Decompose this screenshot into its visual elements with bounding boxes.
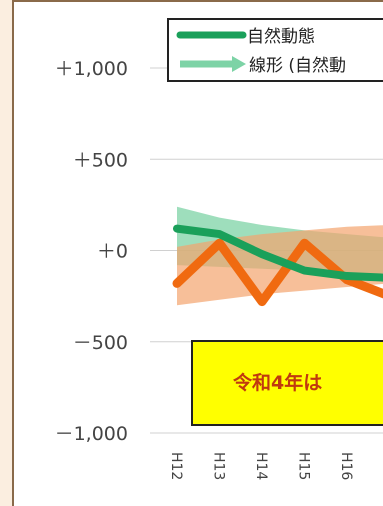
annotation: 令和4年は xyxy=(191,340,383,426)
y-tick-label: ＋500 xyxy=(73,149,128,171)
y-tick-label: －500 xyxy=(73,332,128,354)
annotation-box xyxy=(191,340,383,426)
x-tick-label: H16 xyxy=(338,452,354,480)
legend-box xyxy=(167,18,383,82)
legend-arrow-series-2 xyxy=(232,56,246,72)
x-tick-label: H14 xyxy=(253,452,269,480)
legend-label-series-1: 自然動態 xyxy=(247,27,315,47)
x-tick-label: H13 xyxy=(211,452,227,480)
x-tick-label: H15 xyxy=(296,452,312,480)
annotation-text: 令和4年は xyxy=(233,371,322,394)
series-line-3 xyxy=(172,238,383,307)
y-tick-label: －1,000 xyxy=(55,423,128,445)
y-axis-ticks: ＋1,000 ＋500 ＋0 －500 －1,000 xyxy=(55,58,128,445)
series-lines xyxy=(172,224,383,307)
legend-label-series-2: 線形 (自然動 xyxy=(249,56,346,76)
x-tick-label: H17 xyxy=(381,452,383,480)
y-tick-label: ＋1,000 xyxy=(55,58,128,80)
series-line-1 xyxy=(173,224,383,282)
legend: 自然動態 線形 (自然動 xyxy=(167,18,383,82)
x-axis-ticks: H12 H13 H14 H15 H16 H17 xyxy=(168,452,383,480)
y-tick-label: ＋0 xyxy=(97,241,128,263)
x-tick-label: H12 xyxy=(168,452,184,480)
